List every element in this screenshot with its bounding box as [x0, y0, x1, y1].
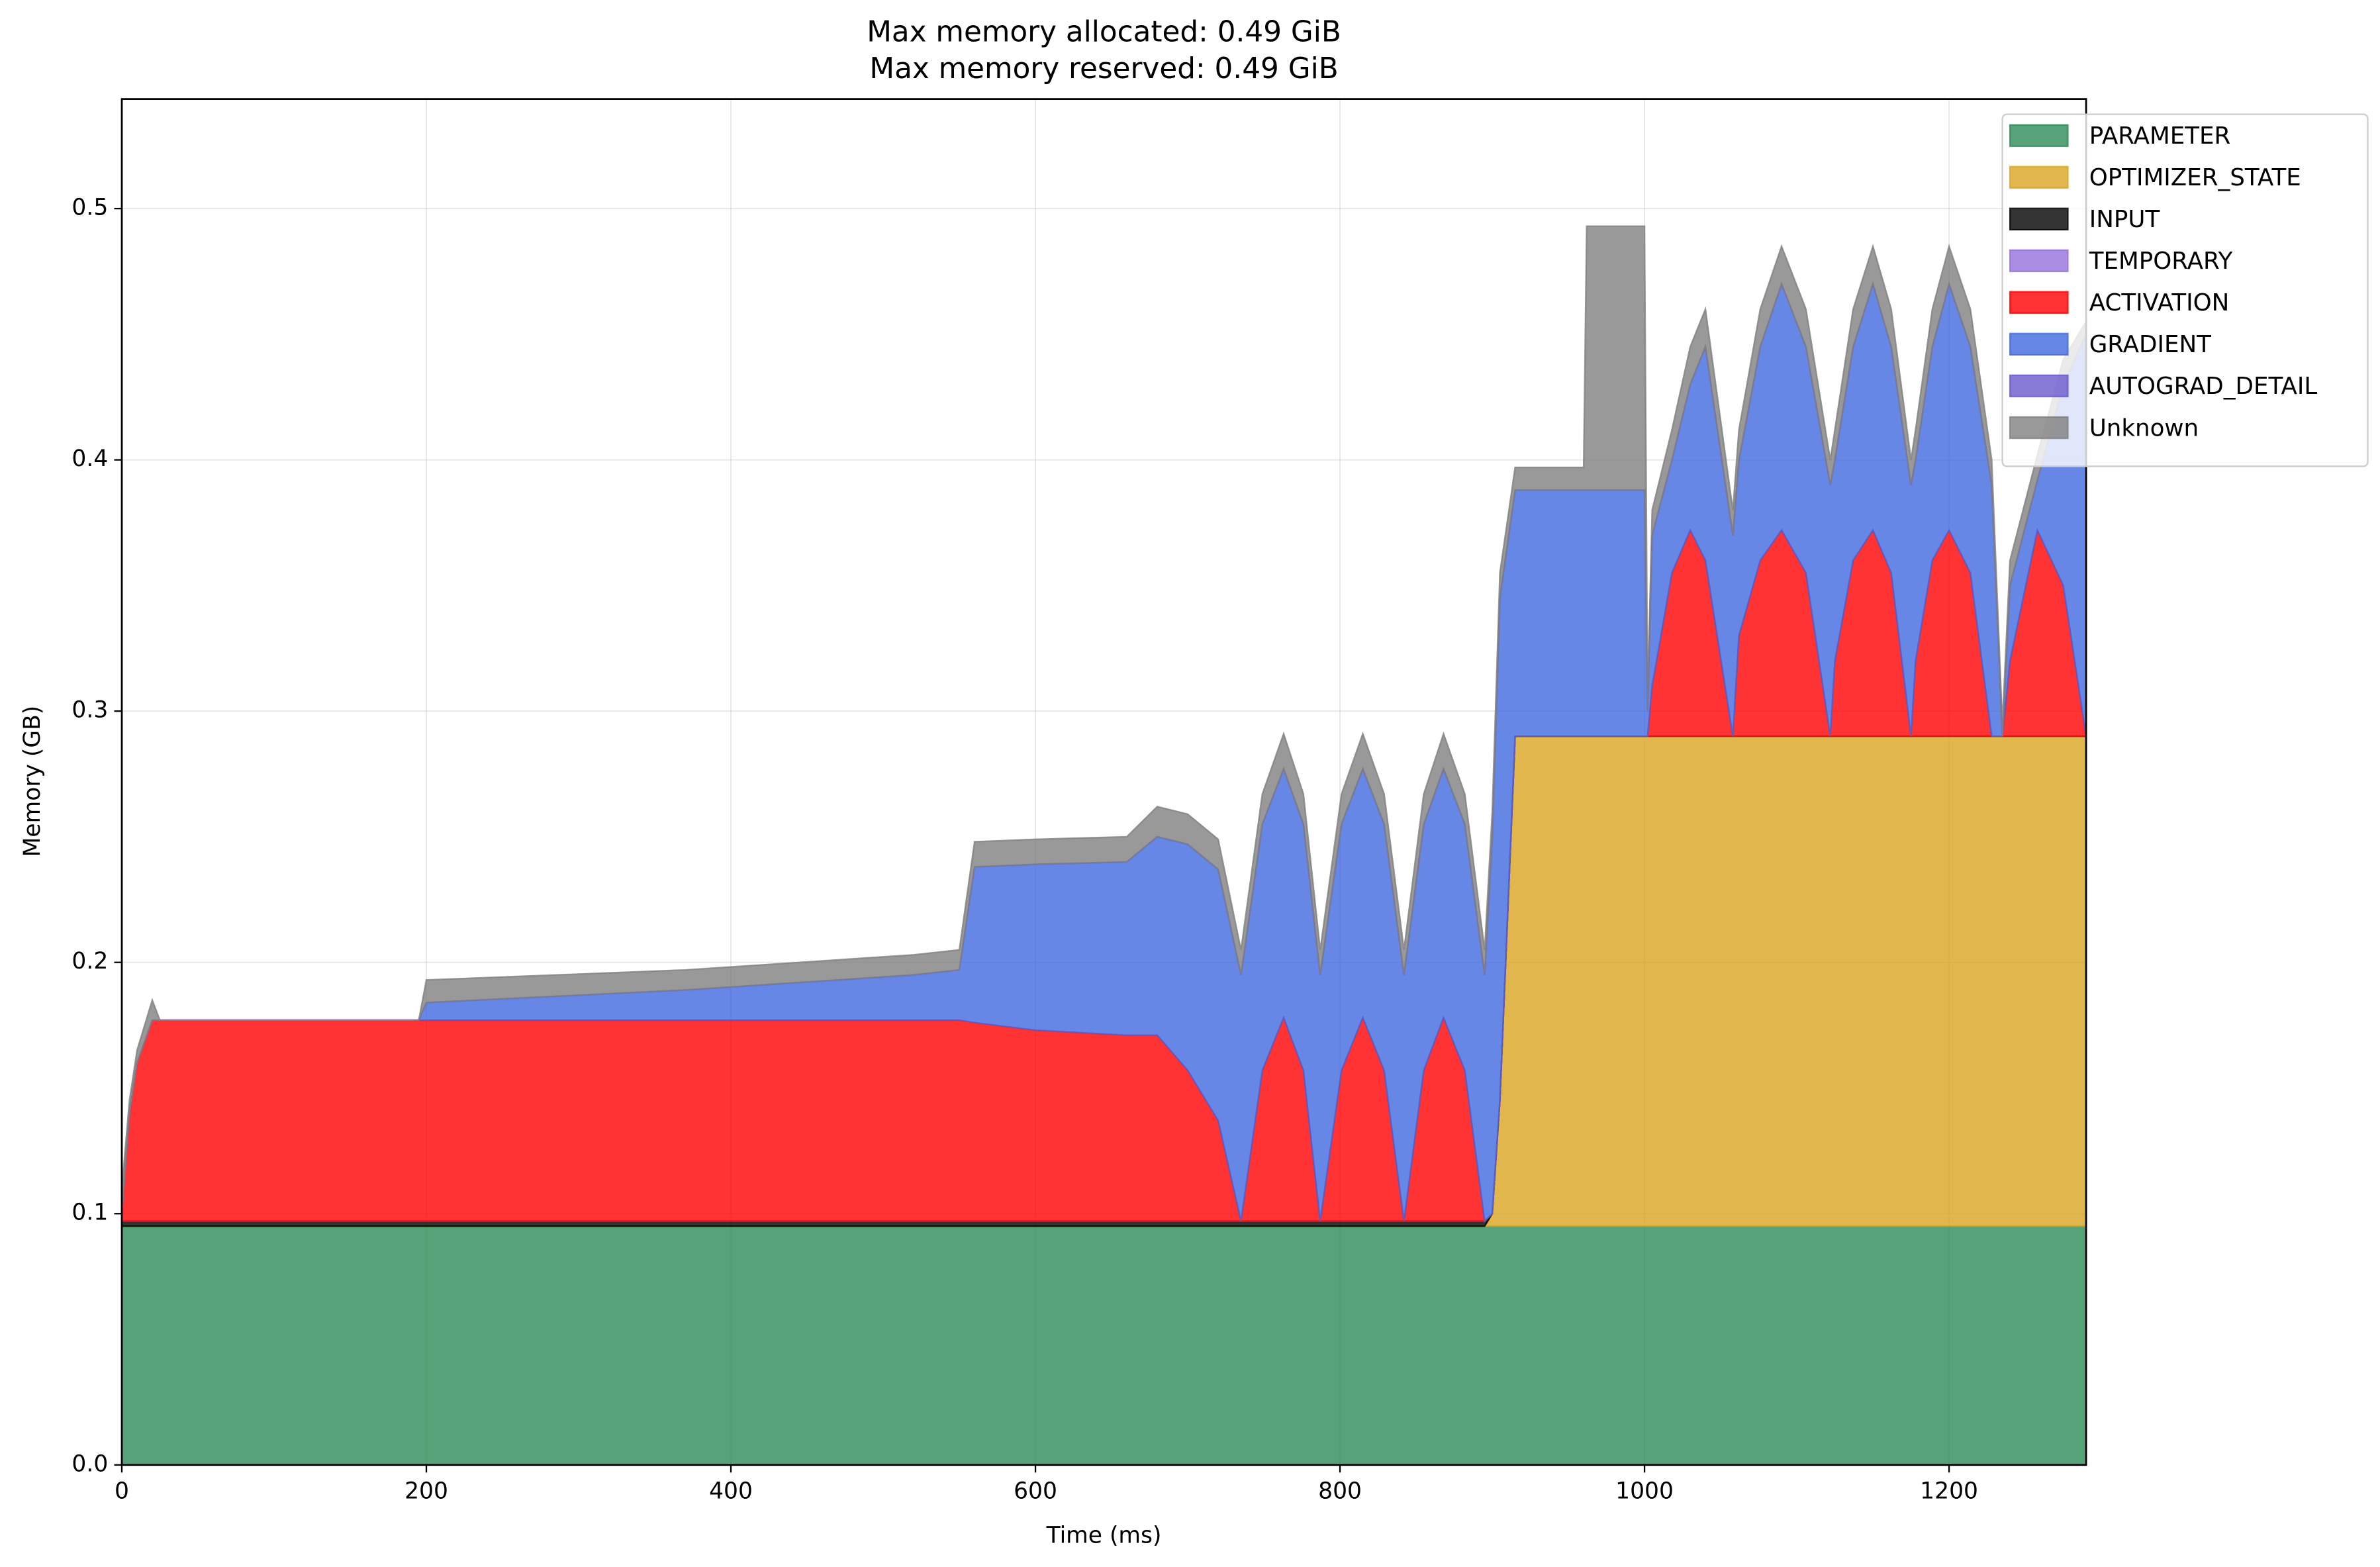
legend-label: AUTOGRAD_DETAIL [2089, 373, 2318, 400]
legend-swatch [2009, 291, 2069, 314]
x-tick-label: 400 [709, 1478, 753, 1505]
legend-label: INPUT [2089, 206, 2160, 233]
legend-box [2001, 113, 2369, 467]
chart-subtitle: Max memory reserved: 0.49 GiB [869, 52, 1338, 85]
legend-swatch [2009, 249, 2069, 273]
legend-swatch [2009, 207, 2069, 231]
x-tick-label: 200 [405, 1478, 448, 1505]
legend-label: PARAMETER [2089, 122, 2231, 150]
legend-label: OPTIMIZER_STATE [2089, 164, 2301, 191]
y-tick-label: 0.3 [71, 697, 108, 724]
y-axis-label: Memory (GB) [19, 706, 46, 857]
y-tick-label: 0.2 [71, 948, 108, 974]
y-tick-label: 0.0 [71, 1450, 108, 1477]
x-tick-label: 800 [1318, 1478, 1362, 1505]
x-tick-label: 0 [115, 1478, 129, 1505]
legend-swatch [2009, 332, 2069, 356]
x-tick-label: 1000 [1615, 1478, 1674, 1505]
chart-title: Max memory allocated: 0.49 GiB [867, 15, 1341, 49]
x-axis-label: Time (ms) [1046, 1522, 1162, 1548]
x-tick-label: 1200 [1920, 1478, 1978, 1505]
legend-label: Unknown [2089, 414, 2199, 442]
plot-frame [120, 98, 2087, 1466]
legend-label: GRADIENT [2089, 331, 2211, 358]
legend-swatch [2009, 416, 2069, 440]
ticks: 0 200 400 600 800 1000 1200 0.0 0.1 0.2 0.3 0.4 0.5 [71, 195, 1978, 1505]
legend-label: TEMPORARY [2089, 248, 2233, 275]
legend-swatch [2009, 124, 2069, 148]
x-tick-label: 600 [1014, 1478, 1057, 1505]
legend-swatch [2009, 374, 2069, 398]
legend: PARAMETER OPTIMIZER_STATE INPUT TEMPORARY AC… [2001, 113, 2369, 467]
y-tick-label: 0.5 [71, 195, 108, 221]
areas [120, 225, 2087, 1466]
legend-swatch [2009, 166, 2069, 189]
legend-label: ACTIVATION [2089, 289, 2230, 316]
area [120, 1225, 2087, 1466]
y-tick-label: 0.4 [71, 446, 108, 472]
y-tick-label: 0.1 [71, 1200, 108, 1226]
